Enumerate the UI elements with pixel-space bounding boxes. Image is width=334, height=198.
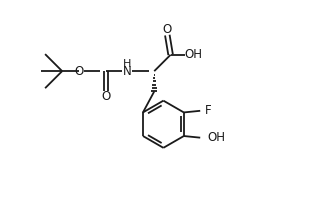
Text: OH: OH	[184, 48, 202, 61]
Text: H: H	[123, 59, 132, 69]
Text: O: O	[163, 23, 172, 36]
Text: N: N	[123, 65, 132, 78]
Text: OH: OH	[207, 131, 225, 144]
Text: F: F	[205, 104, 212, 117]
Text: O: O	[74, 65, 84, 78]
Text: O: O	[102, 90, 111, 103]
